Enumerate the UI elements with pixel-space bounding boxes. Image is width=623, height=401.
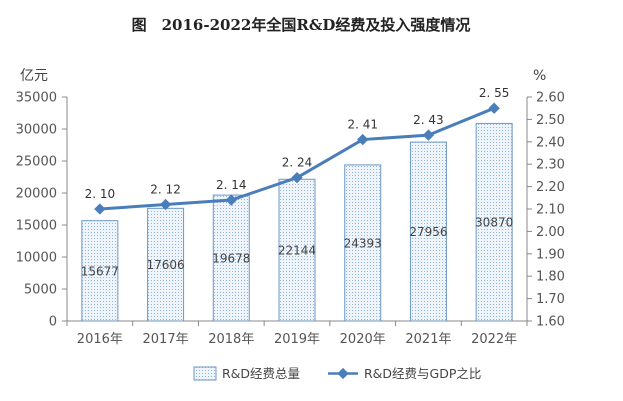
- left-tick-label: 15000: [16, 219, 57, 234]
- bar: [81, 220, 119, 322]
- bar-value-label: 15677: [81, 264, 119, 278]
- left-tick-label: 25000: [16, 155, 57, 170]
- plot-area: 0 5000 10000 15000 20000 25000 30000 35000 1.60 1…: [16, 86, 565, 347]
- legend: R&D经费总量 R&D经费与GDP之比: [193, 366, 481, 381]
- right-tick-label: 2.20: [536, 180, 565, 195]
- x-tick-label: 2019年: [274, 332, 320, 347]
- left-tick-label: 0: [49, 315, 57, 330]
- ratio-point: [357, 133, 369, 146]
- right-tick-label: 1.60: [536, 315, 565, 330]
- ratio-point: [225, 194, 237, 206]
- right-tick-label: 2.60: [536, 91, 565, 106]
- bar: [212, 194, 250, 322]
- ratio-value-label: 2. 14: [216, 178, 247, 192]
- right-tick-label: 2.10: [536, 203, 565, 218]
- bar: [409, 141, 447, 322]
- left-tick-label: 5000: [24, 283, 57, 298]
- right-tick-label: 1.80: [536, 270, 565, 285]
- x-tick-label: 2018年: [208, 332, 254, 347]
- left-axis-unit: 亿元: [20, 68, 48, 84]
- ratio-value-label: 2. 43: [413, 113, 444, 127]
- ratio-point: [94, 203, 106, 215]
- x-tick-label: 2020年: [340, 332, 386, 347]
- bar: [344, 164, 382, 322]
- right-tick-label: 2.30: [536, 158, 565, 173]
- bar: [475, 122, 513, 322]
- ratio-value-label: 2. 24: [282, 156, 313, 170]
- right-tick-label: 2.00: [536, 225, 565, 240]
- ratio-value-label: 2. 10: [85, 187, 116, 201]
- ratio-point: [488, 102, 500, 114]
- right-axis-unit: %: [533, 68, 546, 84]
- bar-value-label: 30870: [475, 216, 513, 230]
- left-tick-label: 30000: [16, 123, 57, 138]
- bar-value-label: 24393: [344, 236, 382, 250]
- bar: [147, 207, 185, 322]
- x-tick-label: 2022年: [471, 332, 517, 347]
- ratio-value-label: 2. 55: [479, 86, 510, 100]
- legend-bar-label: R&D经费总量: [222, 366, 300, 381]
- x-tick-label: 2017年: [143, 332, 189, 347]
- x-tick-label: 2016年: [77, 332, 123, 347]
- chart-title: 图 2016-2022年全国R&D经费及投入强度情况: [132, 16, 471, 34]
- right-tick-label: 1.70: [536, 292, 565, 307]
- ratio-point: [422, 129, 435, 141]
- bar-value-label: 19678: [212, 252, 250, 266]
- left-tick-label: 35000: [16, 91, 57, 106]
- ratio-value-label: 2. 41: [347, 118, 378, 132]
- bar-value-label: 22144: [278, 244, 316, 258]
- right-tick-label: 1.90: [536, 247, 565, 262]
- ratio-value-label: 2. 12: [150, 183, 181, 197]
- bar-value-label: 17606: [146, 258, 184, 272]
- ratio-point: [159, 198, 172, 211]
- legend-line-label: R&D经费与GDP之比: [364, 366, 481, 381]
- legend-line-marker: [337, 367, 349, 380]
- right-tick-label: 2.40: [536, 135, 565, 150]
- left-tick-label: 10000: [16, 251, 57, 266]
- left-tick-label: 20000: [16, 187, 57, 202]
- x-tick-label: 2021年: [405, 332, 451, 347]
- ratio-point: [291, 171, 303, 184]
- right-tick-label: 2.50: [536, 113, 565, 128]
- bar-value-label: 27956: [409, 225, 447, 239]
- legend-bar-swatch: [193, 366, 217, 381]
